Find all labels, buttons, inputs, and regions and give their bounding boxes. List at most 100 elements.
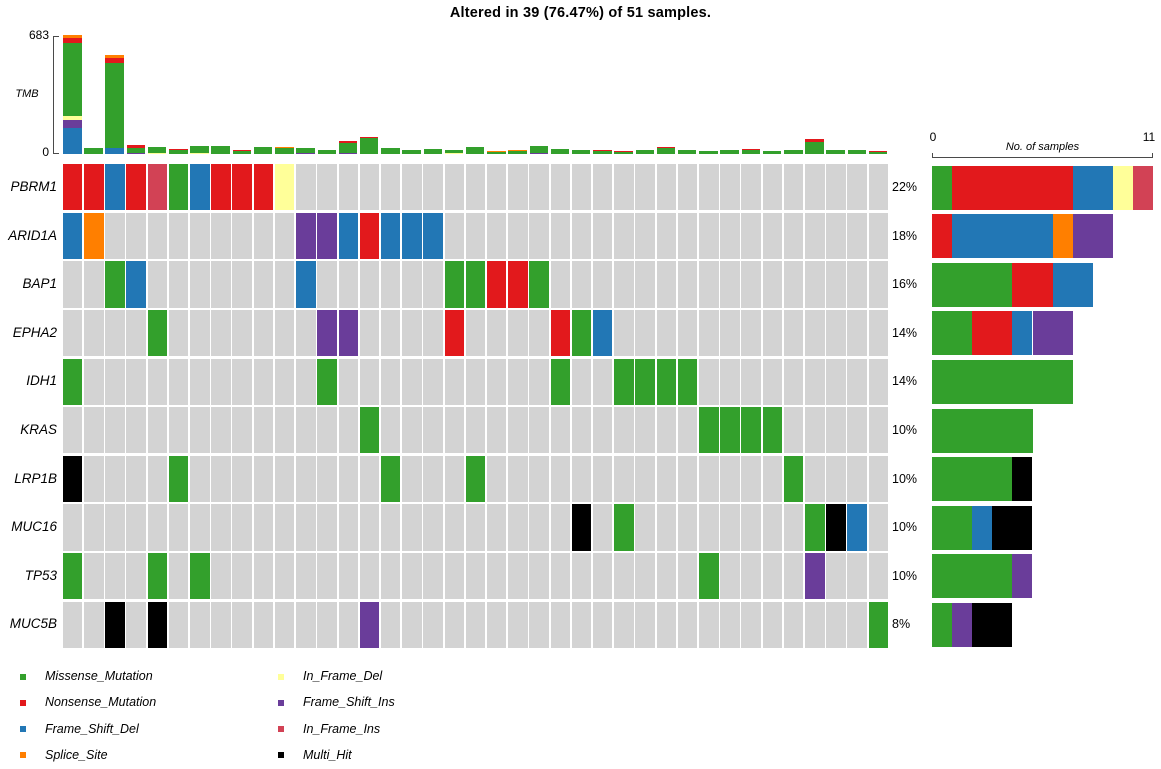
oncoprint-cell [211, 358, 231, 405]
oncoprint-cell [444, 309, 465, 357]
oncoprint-cell [253, 358, 274, 405]
oncoprint-cell [211, 601, 231, 648]
tmb-bar-segment [423, 148, 443, 154]
oncoprint-cell [635, 164, 655, 211]
oncoprint-cell [762, 261, 783, 308]
oncoprint-cell [317, 164, 337, 211]
oncoprint-cell [317, 601, 337, 648]
oncoprint-cell [677, 601, 698, 648]
oncoprint-cell [253, 309, 274, 357]
oncoprint-cell [232, 504, 252, 551]
oncoprint-cell [783, 504, 804, 551]
tmb-axis-label: TMB [15, 88, 39, 100]
oncoprint-cell [465, 309, 486, 357]
tmb-bar-segment [508, 149, 527, 151]
oncoprint-cell [423, 164, 443, 211]
oncoprint-cell [168, 164, 189, 211]
oncoprint-cell [677, 261, 698, 308]
oncoprint-cell [868, 455, 889, 503]
oncoprint-cell [380, 552, 401, 600]
oncoprint-cell [211, 552, 231, 600]
tmb-bar-segment [656, 146, 676, 148]
oncoprint-cell [635, 504, 655, 551]
oncoprint-cell [147, 164, 168, 211]
tmb-bar-segment [571, 149, 591, 154]
oncoprint-cell [62, 358, 83, 405]
oncoprint-cell [762, 552, 783, 600]
oncoprint-cell [741, 407, 761, 454]
oncoprint-cell [402, 358, 422, 405]
oncoprint-cell [868, 261, 889, 308]
oncoprint-cell [380, 455, 401, 503]
gene-label: TP53 [24, 567, 57, 583]
oncoprint-cell [529, 164, 549, 211]
percent-label: 18% [892, 228, 918, 243]
oncoprint-cell [614, 407, 634, 454]
tmb-bar-segment [169, 149, 188, 154]
tmb-bar-segment [84, 147, 103, 154]
oncoprint-cell [805, 407, 825, 454]
tmb-bar-segment [105, 54, 124, 58]
oncoprint-cell [614, 212, 634, 260]
oncoprint-cell [529, 261, 549, 308]
oncoprint-cell [274, 261, 295, 308]
figure-title: Altered in 39 (76.47%) of 51 samples. [449, 5, 712, 21]
oncoprint-cell [402, 601, 422, 648]
oncoprint-cell [359, 504, 380, 551]
oncoprint-cell [62, 504, 83, 551]
tmb-bars [62, 34, 889, 154]
oncoprint-cell [826, 601, 846, 648]
oncoprint-cell [296, 212, 316, 260]
tmb-bar-segment [805, 139, 824, 142]
oncoprint-cell [699, 601, 719, 648]
oncoprint-cell [423, 552, 443, 600]
oncoprint-cell [677, 164, 698, 211]
oncoprint-cell [402, 552, 422, 600]
sample-count-bar-segment [932, 214, 953, 259]
oncoprint-cell [168, 601, 189, 648]
oncoprint-cell [486, 504, 507, 551]
oncoprint-cell [211, 212, 231, 260]
tmb-bar-segment [868, 151, 888, 153]
tmb-bar-segment [593, 151, 612, 154]
oncoprint-cell [232, 407, 252, 454]
sample-count-bar-segment [1032, 311, 1073, 356]
oncoprint-cell [274, 552, 295, 600]
sample-count-bar-segment [932, 311, 973, 356]
legend-swatch-missense-mutation [20, 673, 26, 680]
oncoprint-cell [338, 261, 359, 308]
oncoprint-cell [783, 407, 804, 454]
oncoprint-cell [486, 455, 507, 503]
oncoprint-cell [317, 552, 337, 600]
legend-label: Splice_Site [45, 747, 108, 762]
oncoprint-cell [529, 552, 549, 600]
oncoprint-cell [741, 164, 761, 211]
oncoprint-cell [571, 504, 592, 551]
oncoprint-cell [847, 552, 867, 600]
oncoprint-cell [253, 164, 274, 211]
oncoprint-cell [359, 261, 380, 308]
sample-axis-tick-left [932, 152, 934, 157]
oncoprint-cell [190, 358, 210, 405]
oncoprint-cell [486, 552, 507, 600]
oncoprint-cell [423, 261, 443, 308]
oncoprint-cell [720, 552, 740, 600]
oncoprint-cell [126, 164, 146, 211]
oncoprint-cell [614, 164, 634, 211]
tmb-bar-segment [614, 151, 633, 153]
percent-label: 10% [892, 568, 918, 583]
oncoprint-cell [826, 261, 846, 308]
oncoprint-cell [168, 552, 189, 600]
oncoprint-cell [338, 455, 359, 503]
oncoprint-cell [868, 601, 889, 648]
oncoprint-cell [677, 504, 698, 551]
oncoprint-cell [338, 309, 359, 357]
oncoprint-cell [126, 261, 146, 308]
legend-swatch-frame-shift-del [20, 726, 26, 733]
oncoprint-cell [805, 601, 825, 648]
percent-label: 10% [892, 471, 918, 486]
oncoprint-cell [126, 504, 146, 551]
tmb-bar-segment [826, 149, 845, 154]
oncoprint-cell [338, 601, 359, 648]
oncoprint-cell [592, 261, 613, 308]
